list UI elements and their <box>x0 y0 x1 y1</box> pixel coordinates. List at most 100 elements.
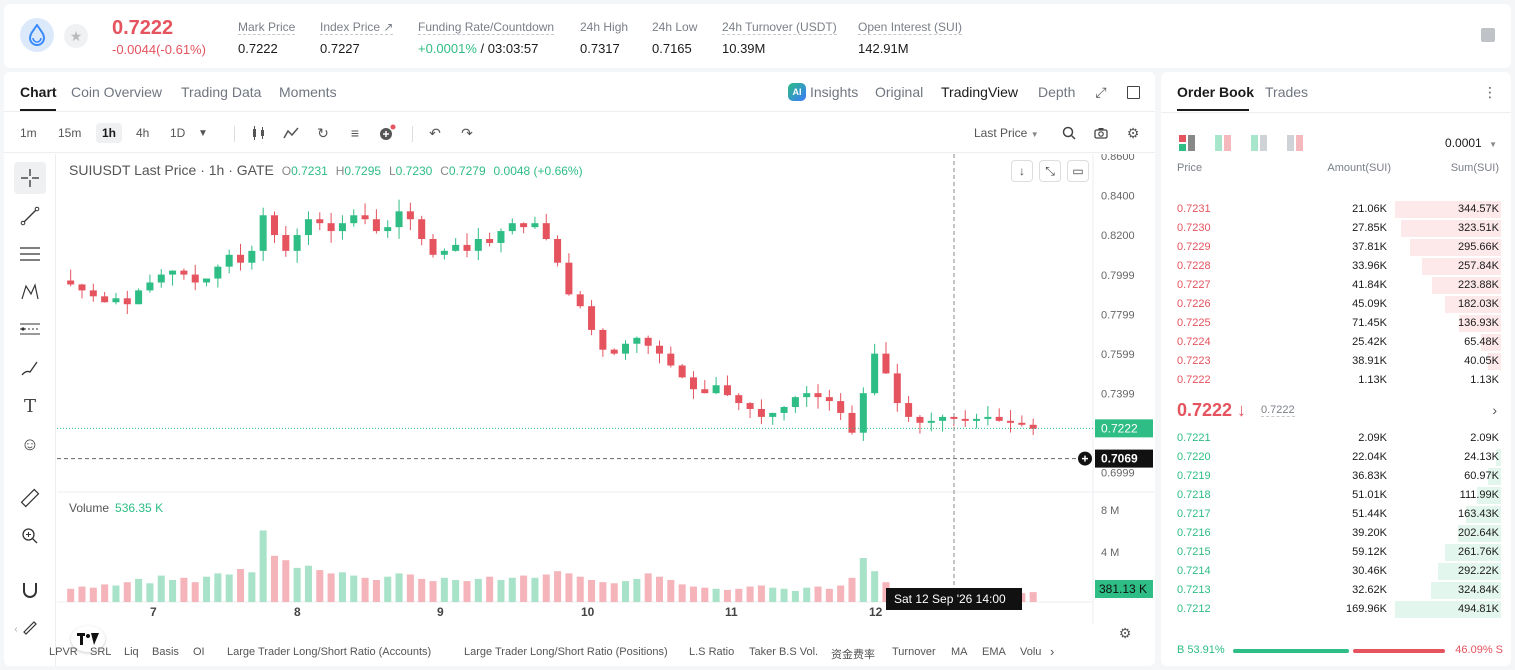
ask-row[interactable]: 0.7222 1.13K 1.13K <box>1161 371 1511 390</box>
chart-canvas[interactable]: 0.8600 0.8400 0.8200 0.7999 0.7799 0.7599 0.73… <box>57 154 1155 624</box>
horizontal-lines-tool-icon[interactable] <box>14 238 46 270</box>
price-chart[interactable]: 0.8600 0.8400 0.8200 0.7999 0.7799 0.7599 0.73… <box>57 154 1155 624</box>
crosshair-tool-icon[interactable] <box>14 162 46 194</box>
bid-row[interactable]: 0.7214 30.46K 292.22K <box>1161 562 1511 581</box>
replay-icon[interactable]: ↻ <box>317 124 329 141</box>
stat-funding-rate[interactable]: Funding Rate/Countdown +0.0001% / 03:03:… <box>418 18 555 56</box>
bid-row[interactable]: 0.7219 36.83K 60.97K <box>1161 467 1511 486</box>
ask-row[interactable]: 0.7231 21.06K 344.57K <box>1161 200 1511 219</box>
candle-type-icon[interactable] <box>250 124 268 142</box>
expand-icon[interactable]: ⤢ <box>1095 83 1107 100</box>
lock-drawings-icon[interactable] <box>14 610 46 642</box>
depth-view-button[interactable]: Depth <box>1038 84 1076 100</box>
zoom-tool-icon[interactable] <box>14 520 46 552</box>
ask-row[interactable]: 0.7229 37.81K 295.66K <box>1161 238 1511 257</box>
indicator-volume[interactable]: Volu <box>1020 646 1042 658</box>
indicator-ls-ratio[interactable]: L.S Ratio <box>689 646 735 658</box>
bid-row[interactable]: 0.7212 169.96K 494.81K <box>1161 600 1511 619</box>
indicator-oi[interactable]: OI <box>193 646 205 658</box>
gear-icon[interactable]: ⚙ <box>1126 124 1140 141</box>
view-variant-icon[interactable] <box>1215 135 1231 151</box>
interval-dropdown-icon[interactable]: ▼ <box>198 127 208 139</box>
ask-row[interactable]: 0.7227 41.84K 223.88K <box>1161 276 1511 295</box>
indicator-turnover[interactable]: Turnover <box>892 646 936 658</box>
ask-row[interactable]: 0.7225 71.45K 136.93K <box>1161 314 1511 333</box>
stat-24h-turnover[interactable]: 24h Turnover (USDT) 10.39M <box>722 18 837 56</box>
ask-row[interactable]: 0.7223 38.91K 40.05K <box>1161 352 1511 371</box>
brush-tool-icon[interactable] <box>14 352 46 384</box>
view-bids-icon[interactable] <box>1251 135 1267 151</box>
emoji-tool-icon[interactable]: ☺ <box>20 433 40 454</box>
ask-row[interactable]: 0.7228 33.96K 257.84K <box>1161 257 1511 276</box>
view-both-icon[interactable] <box>1179 135 1195 151</box>
guide-book-icon[interactable] <box>1481 28 1495 42</box>
collapse-icon[interactable]: ⤡ <box>1039 160 1061 182</box>
bid-row[interactable]: 0.7220 22.04K 24.13K <box>1161 448 1511 467</box>
indicators-icon[interactable] <box>282 124 300 142</box>
window-icon[interactable] <box>1125 84 1141 100</box>
tab-trading-data[interactable]: Trading Data <box>181 84 262 100</box>
bid-row[interactable]: 0.7215 59.12K 261.76K <box>1161 543 1511 562</box>
bid-sum: 24.13K <box>1464 451 1499 463</box>
volume-bar <box>237 569 245 602</box>
tab-chart[interactable]: Chart <box>20 84 57 100</box>
tab-order-book[interactable]: Order Book <box>1177 84 1255 100</box>
add-indicator-icon[interactable] <box>378 124 396 142</box>
magnet-tool-icon[interactable] <box>14 574 46 606</box>
volume-bar <box>825 588 833 602</box>
indicator-ma[interactable]: MA <box>951 646 968 658</box>
camera-icon[interactable] <box>1092 124 1110 142</box>
stat-mark-price[interactable]: Mark Price 0.7222 <box>238 18 296 56</box>
interval-1d[interactable]: 1D <box>170 126 186 140</box>
chart-settings-icon[interactable]: ⚙ <box>1118 624 1132 641</box>
bid-row[interactable]: 0.7216 39.20K 202.64K <box>1161 524 1511 543</box>
bid-row[interactable]: 0.7217 51.44K 163.43K <box>1161 505 1511 524</box>
interval-15m[interactable]: 15m <box>58 126 82 140</box>
bid-row[interactable]: 0.7218 51.01K 111.99K <box>1161 486 1511 505</box>
search-icon[interactable] <box>1060 124 1078 142</box>
pattern-tool-icon[interactable] <box>14 276 46 308</box>
insights-button[interactable]: Insights <box>810 84 859 100</box>
interval-4h[interactable]: 4h <box>136 126 150 140</box>
undo-icon[interactable]: ↶ <box>429 124 441 141</box>
tab-coin-overview[interactable]: Coin Overview <box>71 84 163 100</box>
ask-row[interactable]: 0.7230 27.85K 323.51K <box>1161 219 1511 238</box>
indicator-funding-rate[interactable]: 资金费率 <box>831 649 875 661</box>
stat-index-price[interactable]: Index Price ↗ 0.7227 <box>320 18 394 56</box>
ask-row[interactable]: 0.7224 25.42K 65.48K <box>1161 333 1511 352</box>
more-options-icon[interactable]: ⋮ <box>1483 84 1497 100</box>
tab-moments[interactable]: Moments <box>279 84 337 100</box>
stat-open-interest[interactable]: Open Interest (SUI) 142.91M <box>858 18 963 56</box>
text-tool-icon[interactable]: T <box>23 395 36 417</box>
indicator-srl[interactable]: SRL <box>90 646 112 658</box>
tab-trades[interactable]: Trades <box>1265 84 1309 100</box>
original-view-button[interactable]: Original <box>875 84 924 100</box>
view-asks-icon[interactable] <box>1287 135 1303 151</box>
indicator-taker-bs-vol[interactable]: Taker B.S Vol. <box>749 646 819 658</box>
ruler-tool-icon[interactable] <box>14 482 46 514</box>
indicator-lt-ratio-accounts[interactable]: Large Trader Long/Short Ratio (Accounts) <box>227 646 432 658</box>
interval-1h[interactable]: 1h <box>96 123 123 143</box>
chevron-right-icon[interactable]: › <box>1050 644 1055 659</box>
interval-1m[interactable]: 1m <box>20 126 37 140</box>
indicator-ema[interactable]: EMA <box>982 646 1006 658</box>
collapse-indicators-icon[interactable]: ‹ <box>14 623 18 635</box>
indicator-lpvr[interactable]: LPVR <box>49 646 78 658</box>
tradingview-view-button[interactable]: TradingView <box>941 84 1019 100</box>
bid-row[interactable]: 0.7213 32.62K 324.84K <box>1161 581 1511 600</box>
indicator-lt-ratio-positions[interactable]: Large Trader Long/Short Ratio (Positions… <box>464 646 668 658</box>
redo-icon[interactable]: ↷ <box>461 124 473 141</box>
fib-tool-icon[interactable] <box>14 314 46 346</box>
toggle-panel-icon[interactable]: ▭ <box>1067 160 1089 182</box>
trend-line-tool-icon[interactable] <box>14 200 46 232</box>
bid-row[interactable]: 0.7221 2.09K 2.09K <box>1161 429 1511 448</box>
price-type-select[interactable]: Last Price ▼ <box>974 126 1039 140</box>
favorite-star-icon[interactable]: ★ <box>64 24 88 48</box>
ask-row[interactable]: 0.7226 45.09K 182.03K <box>1161 295 1511 314</box>
chevron-right-icon[interactable]: › <box>1492 402 1497 418</box>
templates-icon[interactable]: ≡ <box>350 125 360 141</box>
scroll-down-icon[interactable]: ↓ <box>1011 160 1033 182</box>
indicator-basis[interactable]: Basis <box>152 646 179 658</box>
indicator-liq[interactable]: Liq <box>124 646 139 658</box>
precision-select[interactable]: 0.0001 ▼ <box>1445 136 1497 150</box>
